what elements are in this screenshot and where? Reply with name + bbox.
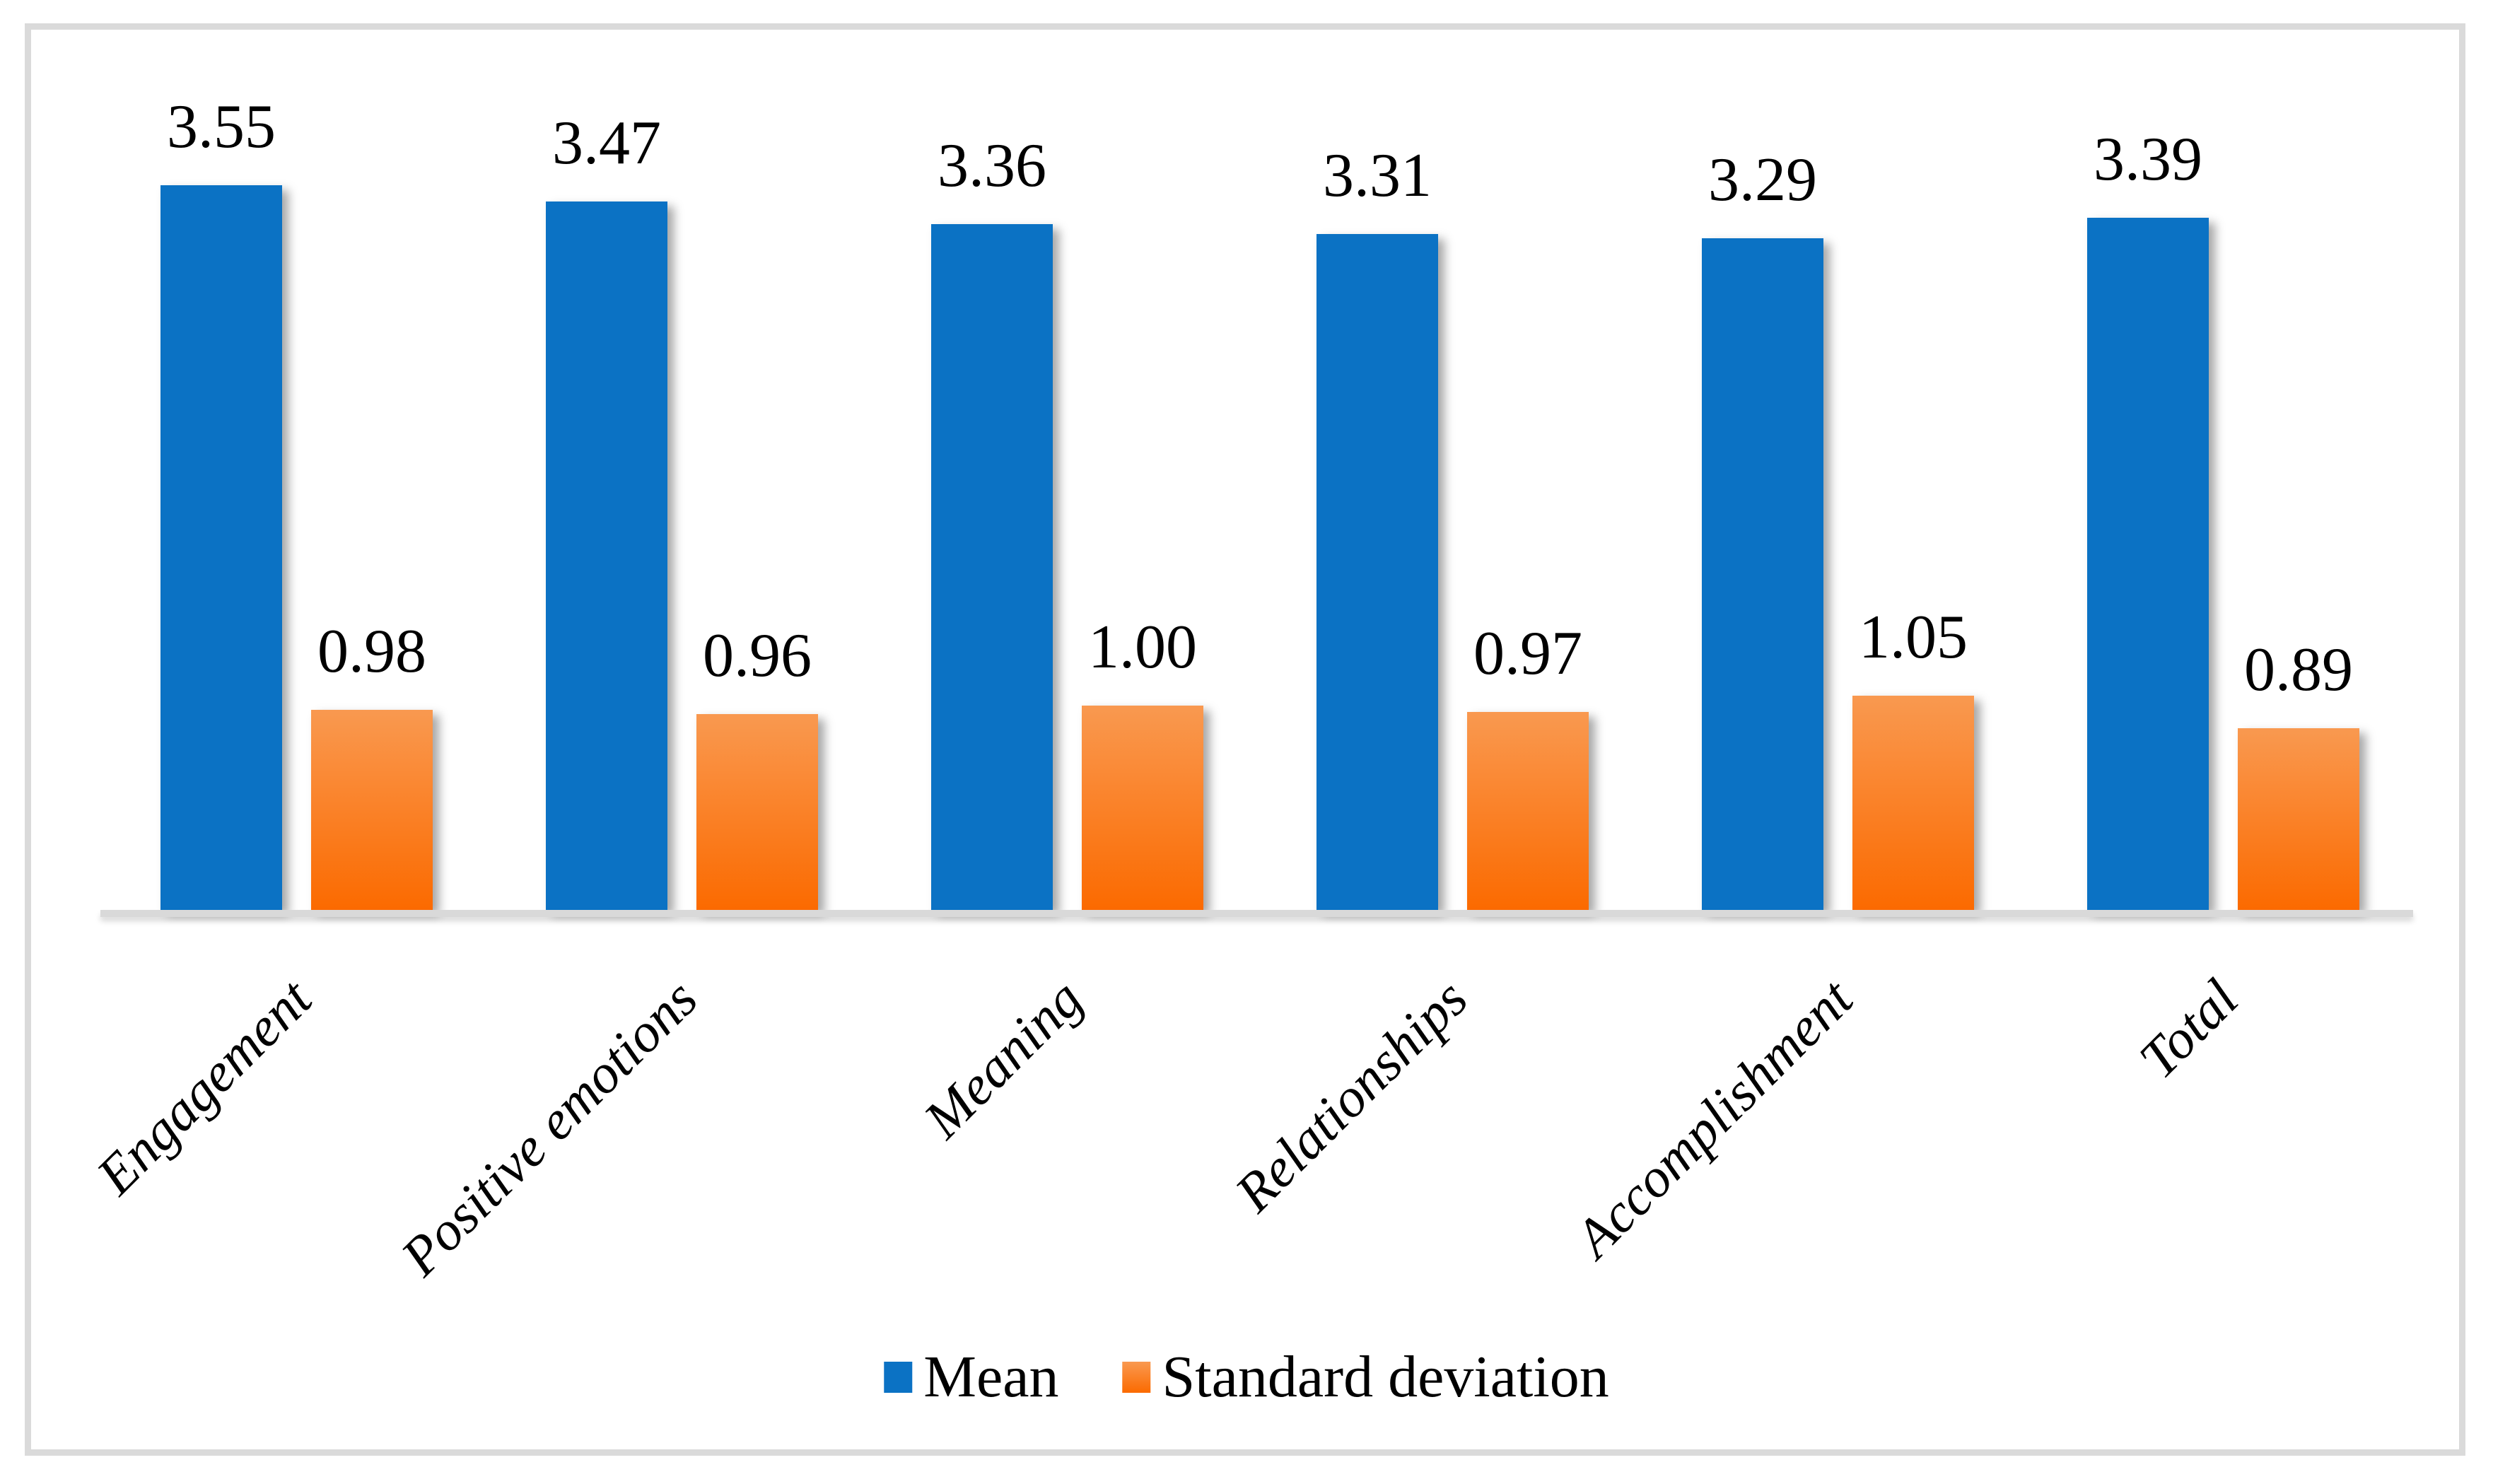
standard-deviation-bar: [696, 714, 818, 910]
standard-deviation-bar: [1852, 696, 1974, 910]
mean-bar: [1316, 234, 1438, 910]
category-label-accomplishment: Accomplishment: [1563, 967, 1864, 1269]
legend-item-standard-deviation: Standard deviation: [1122, 1344, 1609, 1410]
mean-bar-value-label: 3.31: [1323, 141, 1432, 210]
mean-bar: [931, 224, 1053, 910]
standard-deviation-bar-value-label: 1.00: [1088, 613, 1197, 682]
legend-item-mean: Mean: [884, 1344, 1059, 1410]
category-label-positive-emotions: Positive emotions: [388, 967, 708, 1287]
category-label-relationships: Relationships: [1223, 967, 1479, 1224]
mean-bar: [2087, 218, 2209, 910]
mean-bar-value-label: 3.47: [552, 109, 661, 177]
mean-bar-value-label: 3.55: [167, 93, 276, 161]
mean-bar: [160, 185, 282, 910]
category-label-meaning: Meaning: [911, 967, 1094, 1150]
x-axis-line: [100, 910, 2413, 917]
standard-deviation-bar-value-label: 0.97: [1473, 619, 1582, 688]
mean-bar: [1702, 238, 1823, 910]
standard-deviation-bar: [1467, 712, 1589, 910]
standard-deviation-legend-swatch-icon: [1122, 1362, 1151, 1393]
mean-bar-value-label: 3.39: [2094, 125, 2202, 194]
standard-deviation-bar-value-label: 0.89: [2244, 636, 2353, 704]
legend: Mean Standard deviation: [884, 1348, 1609, 1407]
standard-deviation-bar: [311, 710, 433, 910]
category-label-total: Total: [2127, 967, 2250, 1090]
standard-deviation-legend-label: Standard deviation: [1162, 1344, 1609, 1410]
mean-bar: [546, 201, 667, 910]
mean-legend-swatch-icon: [884, 1362, 913, 1393]
standard-deviation-bar: [1082, 706, 1203, 910]
standard-deviation-bar-value-label: 1.05: [1859, 603, 1968, 672]
category-label-engagement: Engagement: [84, 967, 323, 1206]
mean-bar-value-label: 3.29: [1708, 146, 1817, 214]
standard-deviation-bar: [2238, 728, 2359, 910]
mean-legend-label: Mean: [923, 1344, 1059, 1410]
standard-deviation-bar-value-label: 0.98: [317, 617, 426, 686]
mean-bar-value-label: 3.36: [938, 132, 1046, 200]
standard-deviation-bar-value-label: 0.96: [703, 621, 812, 690]
